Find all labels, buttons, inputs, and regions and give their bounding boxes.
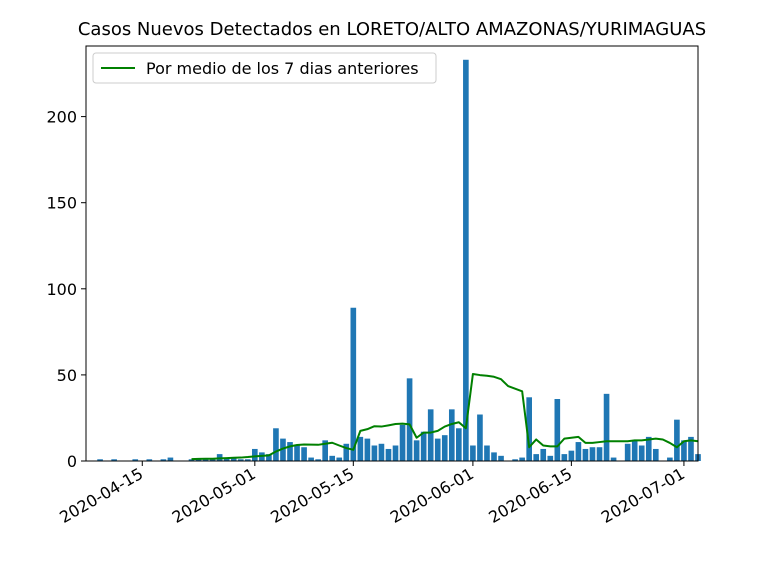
bar [371, 445, 378, 461]
bar [209, 459, 216, 461]
bar [111, 459, 117, 461]
bar [322, 440, 328, 461]
bar [519, 457, 525, 461]
bar [336, 457, 343, 461]
bar [294, 445, 300, 461]
bar [315, 459, 321, 461]
bar [252, 448, 258, 461]
chart-title: Casos Nuevos Detectados en LORETO/ALTO A… [78, 19, 706, 40]
y-tick-label: 50 [57, 366, 77, 385]
bar [652, 448, 659, 461]
bar [540, 448, 547, 461]
legend-box [92, 52, 437, 84]
bar [266, 454, 272, 461]
line-layer [191, 373, 699, 461]
bar [491, 452, 497, 461]
bar [526, 397, 532, 461]
bar [392, 445, 399, 461]
bar [434, 438, 441, 461]
bar [575, 442, 582, 461]
bar [477, 414, 483, 461]
bar [378, 443, 385, 461]
bar [406, 378, 413, 461]
bar [301, 447, 307, 461]
bar [470, 445, 476, 461]
bar [202, 459, 209, 461]
bar [596, 447, 603, 461]
bar [329, 455, 336, 461]
bar [420, 431, 427, 461]
bar [681, 440, 687, 461]
bar [463, 59, 469, 461]
series-line [191, 373, 699, 461]
bar [132, 459, 139, 461]
bar [273, 428, 279, 461]
bar [385, 448, 392, 461]
bar [674, 419, 680, 461]
bar [350, 307, 357, 461]
bar [146, 459, 153, 461]
bar [399, 424, 406, 461]
bar [547, 455, 554, 461]
bar [582, 448, 589, 461]
bars-group [97, 59, 701, 461]
bar [97, 459, 103, 461]
bar [561, 454, 568, 461]
bar [456, 428, 462, 461]
plot-area [86, 46, 698, 461]
y-tick-label: 0 [67, 452, 77, 471]
y-tick-label: 150 [46, 194, 77, 213]
bar [484, 445, 490, 461]
bar [533, 454, 540, 461]
plot-frame [85, 45, 699, 462]
bar [498, 455, 504, 461]
bar [688, 436, 694, 461]
bar [357, 436, 364, 461]
bar [413, 440, 420, 461]
legend: Por medio de los 7 dias anteriores [92, 52, 437, 84]
bar [280, 438, 286, 461]
bar [244, 459, 251, 461]
y-tick-label: 200 [46, 108, 77, 127]
bar [603, 393, 610, 461]
bar [223, 457, 230, 461]
bar [667, 457, 673, 461]
legend-label: Por medio de los 7 dias anteriores [146, 59, 419, 78]
bar [448, 409, 455, 461]
bar [441, 435, 448, 461]
bar [427, 409, 434, 461]
bar [237, 459, 244, 461]
bar [160, 459, 167, 461]
bar [343, 443, 350, 461]
bar [554, 399, 561, 461]
bar [624, 443, 631, 461]
bar [230, 457, 237, 461]
bar [167, 457, 174, 461]
bar [610, 457, 617, 461]
bar [188, 459, 195, 461]
bar [631, 440, 638, 461]
bar [287, 442, 293, 461]
y-tick-label: 100 [46, 280, 77, 299]
bar [195, 459, 202, 461]
bar [308, 457, 314, 461]
bar [589, 447, 596, 461]
bar [512, 459, 518, 461]
y-axis: 0 50 100 150 200 [46, 108, 86, 471]
bar [364, 438, 371, 461]
bar [645, 436, 652, 461]
bar [638, 445, 645, 461]
bar [568, 450, 575, 461]
